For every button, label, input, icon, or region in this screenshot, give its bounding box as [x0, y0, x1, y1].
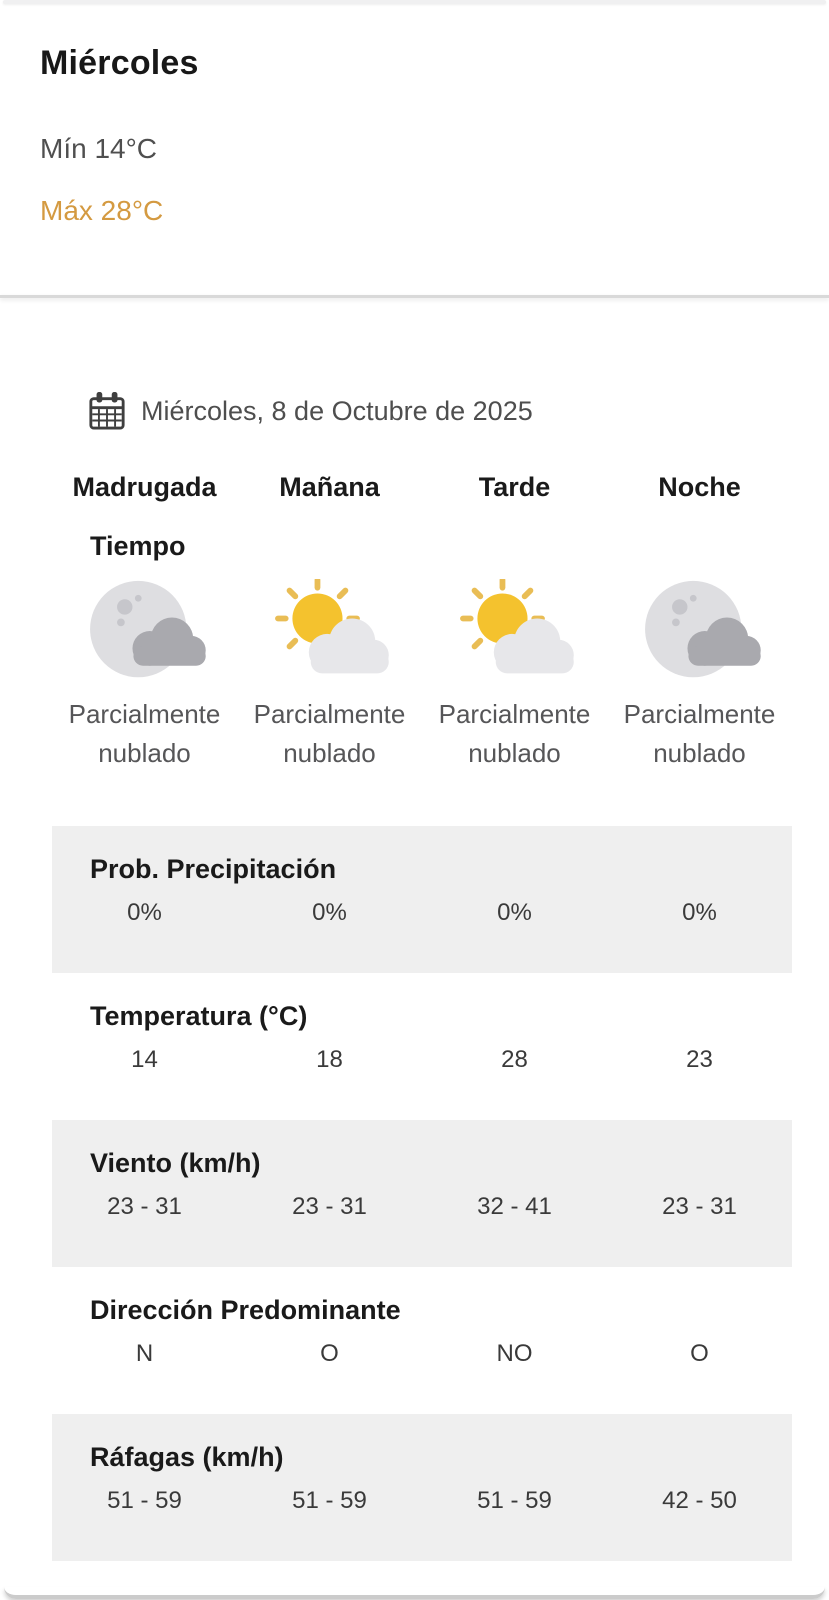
cell-value: N: [135, 1340, 154, 1367]
row-wind-label: Viento (km/h): [90, 1148, 261, 1178]
cell-value: NO: [496, 1340, 533, 1367]
day-title: Miércoles: [40, 44, 199, 82]
cell-value: 23: [686, 1046, 713, 1073]
top-card-edge: [3, 0, 826, 4]
period-header-manana: Mañana: [279, 472, 380, 502]
cell-value: 32 - 41: [477, 1193, 552, 1220]
period-header-tarde: Tarde: [478, 472, 551, 502]
forecast-data-rows: Prob. Precipitación 0% 0% 0% 0% Temperat…: [0, 826, 829, 1561]
day-summary-card[interactable]: Miércoles Mín 14°C Máx 28°C: [0, 4, 829, 227]
cell-value: O: [320, 1340, 339, 1367]
condition-labels-row: Parcialmente nublado Parcialmente nublad…: [52, 695, 792, 773]
cell-value: 0%: [127, 899, 162, 926]
row-gusts-values: 51 - 59 51 - 59 51 - 59 42 - 50: [52, 1486, 792, 1516]
bottom-card-edge: [4, 1587, 825, 1599]
row-precipitation: Prob. Precipitación 0% 0% 0% 0%: [52, 826, 792, 973]
row-temperature-label: Temperatura (°C): [90, 1001, 308, 1031]
condition-label: Parcialmente nublado: [68, 699, 221, 768]
cell-value: 23 - 31: [662, 1193, 737, 1220]
period-header-noche: Noche: [658, 472, 741, 502]
cell-value: 0%: [312, 899, 347, 926]
cell-value: 42 - 50: [662, 1487, 737, 1514]
forecast-date: Miércoles, 8 de Octubre de 2025: [141, 395, 533, 426]
condition-label: Parcialmente nublado: [623, 699, 776, 768]
night-partly-cloudy-icon: [607, 579, 792, 685]
row-wind-direction-label: Dirección Predominante: [90, 1295, 401, 1325]
cell-value: 0%: [497, 899, 532, 926]
row-precipitation-label: Prob. Precipitación: [90, 854, 337, 884]
weather-icons-row: [52, 577, 792, 687]
weather-row-label: Tiempo: [90, 531, 186, 561]
row-temperature: Temperatura (°C) 14 18 28 23: [52, 973, 792, 1120]
row-gusts-label: Ráfagas (km/h): [90, 1442, 284, 1472]
period-header-row: Madrugada Mañana Tarde Noche: [52, 470, 792, 504]
cell-value: 14: [131, 1046, 158, 1073]
cell-value: 0%: [682, 899, 717, 926]
calendar-icon: [88, 391, 126, 431]
cell-value: 51 - 59: [107, 1487, 182, 1514]
sun-behind-cloud-icon: [422, 579, 607, 685]
row-gusts: Ráfagas (km/h) 51 - 59 51 - 59 51 - 59 4…: [52, 1414, 792, 1561]
row-wind-direction-values: N O NO O: [52, 1339, 792, 1369]
row-precipitation-values: 0% 0% 0% 0%: [52, 898, 792, 928]
cell-value: 28: [501, 1046, 528, 1073]
cell-value: 51 - 59: [477, 1487, 552, 1514]
row-temperature-values: 14 18 28 23: [52, 1045, 792, 1075]
daily-forecast-table: Miércoles, 8 de Octubre de 2025 Madrugad…: [0, 298, 829, 1599]
row-wind-values: 23 - 31 23 - 31 32 - 41 23 - 31: [52, 1192, 792, 1222]
condition-label: Parcialmente nublado: [438, 699, 591, 768]
min-temp-label: Mín 14°C: [40, 133, 158, 164]
max-temp-label: Máx 28°C: [40, 195, 164, 226]
row-wind-direction: Dirección Predominante N O NO O: [52, 1267, 792, 1414]
cell-value: 51 - 59: [292, 1487, 367, 1514]
night-partly-cloudy-icon: [52, 579, 237, 685]
cell-value: 18: [316, 1046, 343, 1073]
condition-label: Parcialmente nublado: [253, 699, 406, 768]
sun-behind-cloud-icon: [237, 579, 422, 685]
row-wind: Viento (km/h) 23 - 31 23 - 31 32 - 41 23…: [52, 1120, 792, 1267]
cell-value: 23 - 31: [292, 1193, 367, 1220]
cell-value: O: [690, 1340, 709, 1367]
section-divider: [0, 295, 829, 298]
cell-value: 23 - 31: [107, 1193, 182, 1220]
date-row: Miércoles, 8 de Octubre de 2025: [88, 390, 829, 432]
period-header-madrugada: Madrugada: [72, 472, 217, 502]
